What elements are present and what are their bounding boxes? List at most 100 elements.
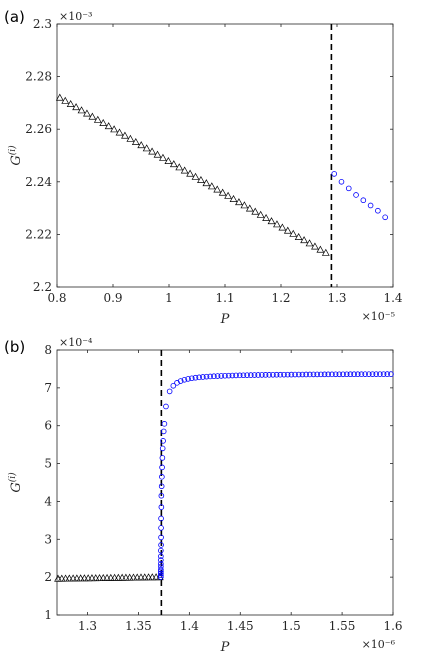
triangle-point [180, 166, 189, 174]
circle-point [377, 371, 383, 377]
triangle-point [245, 204, 254, 212]
circle-point [332, 371, 339, 378]
x-tick-label: 1.6 [383, 619, 402, 633]
triangle-point [153, 150, 162, 158]
circle-point [166, 388, 173, 395]
circle-point [240, 372, 247, 379]
y-tick-label: 8 [44, 343, 52, 357]
circle-point [203, 373, 210, 380]
triangle-point [99, 573, 108, 581]
circle-point [380, 371, 387, 377]
triangle-point [142, 144, 151, 152]
circle-point [181, 377, 188, 383]
triangle-point [133, 573, 142, 581]
y-axis-label-sup: (i) [7, 145, 18, 155]
triangle-point [144, 573, 153, 581]
circle-point [331, 171, 338, 177]
circle-point [362, 371, 368, 377]
circle-point [233, 372, 239, 379]
triangle-point [65, 574, 74, 582]
triangle-point [88, 574, 96, 582]
circle-point [158, 570, 164, 577]
circle-point [310, 371, 317, 378]
circle-point [160, 428, 167, 435]
y-tick-label: 7 [44, 381, 52, 395]
circle-point [343, 371, 350, 378]
x-tick-label: 0.9 [103, 291, 122, 305]
circle-point [367, 202, 374, 209]
panel-a-label: (a) [4, 8, 25, 26]
circle-point [384, 371, 391, 377]
x-tick-label: 1.4 [383, 291, 402, 305]
triangle-point [186, 169, 194, 177]
x-tick-label: 1 [165, 291, 173, 305]
circle-point [307, 371, 313, 378]
y-axis-label-base: G [9, 482, 24, 492]
triangle-point [110, 573, 119, 581]
triangle-point [91, 574, 100, 582]
y-tick-label: 5 [44, 457, 52, 471]
triangle-point [106, 573, 115, 581]
circle-point [158, 534, 164, 541]
y-tick-label: 6 [44, 419, 52, 433]
circle-point [163, 403, 169, 410]
x-tick-label: 1.3 [327, 291, 346, 305]
y-axis-label: G(i) [7, 145, 24, 166]
circle-point [214, 373, 221, 379]
y-tick-label: 4 [44, 494, 52, 508]
triangle-point [207, 182, 216, 190]
triangle-point [72, 574, 81, 582]
triangle-point [137, 573, 145, 581]
circle-point [251, 372, 258, 378]
triangle-point [175, 163, 184, 171]
circle-point [158, 504, 165, 510]
circle-point [388, 371, 394, 377]
plot-frame [56, 349, 394, 616]
circle-point [369, 371, 376, 377]
circle-point [158, 542, 164, 548]
circle-point [281, 371, 287, 378]
circle-point [321, 371, 328, 378]
x-exponent: ×10⁻⁶ [362, 638, 396, 651]
circle-point [303, 371, 309, 378]
triangle-point [148, 147, 156, 155]
circle-point [196, 374, 202, 381]
triangle-point [104, 122, 113, 130]
x-tick-label: 1.45 [227, 619, 254, 633]
x-axis-label: P [220, 640, 230, 654]
triangle-point [110, 125, 118, 133]
triangle-point [235, 198, 243, 206]
circle-point [159, 455, 166, 461]
triangle-point [121, 131, 129, 139]
y-tick-label: 2.26 [25, 122, 52, 136]
triangle-point [115, 128, 124, 136]
triangle-point [305, 239, 314, 247]
circle-point [161, 421, 168, 427]
circle-point [338, 179, 345, 185]
panel-b-label: (b) [4, 338, 25, 356]
triangle-point [122, 573, 130, 581]
y-tick-label: 2.28 [25, 70, 52, 84]
x-tick-label: 1.35 [125, 619, 152, 633]
triangle-point [72, 103, 80, 111]
panel-a: (a) 0.8 0.9 1 1.1 1.2 1.3 1.4 2.2 2.22 2.24 2.26 2.… [4, 8, 403, 327]
triangle-point [83, 109, 91, 117]
triangle-point [240, 201, 249, 209]
triangle-point [289, 229, 298, 237]
circle-point [360, 197, 367, 204]
circle-point [329, 371, 335, 378]
triangle-point [131, 137, 140, 145]
triangle-point [169, 160, 178, 168]
y-tick-label: 2.22 [25, 227, 52, 241]
triangle-point [300, 236, 308, 244]
y-exponent: ×10⁻⁴ [59, 336, 93, 349]
circle-point [158, 525, 164, 531]
triangle-point [80, 574, 89, 582]
triangle-point [224, 191, 232, 199]
triangle-point [273, 220, 281, 228]
triangle-point [125, 573, 134, 581]
x-tick-label: 1.55 [329, 619, 356, 633]
circle-point [218, 373, 225, 379]
panel-b: (b) 1.3 1.35 1.4 1.45 1.5 1.55 1.6 1 2 3 4 5 6 7 8 ×10⁻… [4, 336, 403, 654]
triangle-point [152, 573, 160, 581]
